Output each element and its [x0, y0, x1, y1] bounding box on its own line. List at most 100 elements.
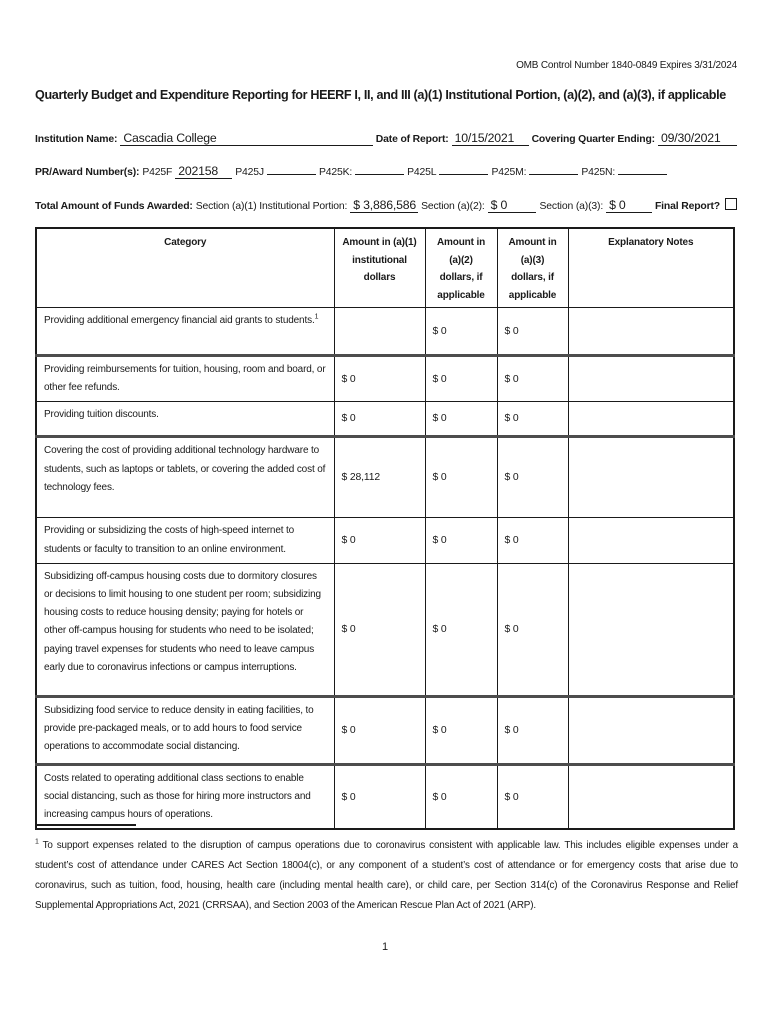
institution-name-field[interactable]: Cascadia College	[120, 131, 373, 146]
table-header-row: Category Amount in (a)(1) institutional …	[35, 227, 735, 308]
amount-a1-cell: $ 28,112	[333, 436, 426, 519]
amount-a1-cell: $ 0	[333, 763, 426, 830]
category-cell: Costs related to operating additional cl…	[35, 763, 335, 830]
header-amount-a1: Amount in (a)(1) institutional dollars	[333, 227, 426, 308]
table-row: Covering the cost of providing additiona…	[35, 436, 735, 519]
section-a2-field[interactable]: $ 0	[487, 198, 537, 213]
award-numbers-label: PR/Award Number(s):	[35, 167, 140, 178]
date-of-report-label: Date of Report:	[375, 134, 449, 145]
amount-a1-cell: $ 0	[333, 695, 426, 766]
footnote-text: To support expenses related to the disru…	[35, 840, 738, 911]
page-title: Quarterly Budget and Expenditure Reporti…	[35, 88, 726, 102]
award-p425k-field[interactable]	[355, 174, 405, 175]
award-p425m-label: P425M:	[491, 167, 527, 178]
page-number: 1	[381, 941, 389, 953]
category-cell: Subsidizing off-campus housing costs due…	[35, 562, 335, 698]
header-amount-a2: Amount in (a)(2) dollars, if applicable	[424, 227, 498, 308]
section-a1-label: Section (a)(1) Institutional Portion:	[195, 201, 348, 212]
table-row: Subsidizing off-campus housing costs due…	[35, 562, 735, 698]
category-cell: Subsidizing food service to reduce densi…	[35, 695, 335, 766]
award-p425m-field[interactable]	[529, 174, 579, 175]
category-text: Covering the cost of providing additiona…	[44, 445, 326, 493]
award-p425n-field[interactable]	[618, 174, 668, 175]
award-p425l-field[interactable]	[439, 174, 489, 175]
amount-a1-cell: $ 0	[333, 562, 426, 698]
header-category: Category	[35, 227, 335, 308]
covering-quarter-label: Covering Quarter Ending:	[531, 134, 656, 145]
notes-cell	[567, 401, 735, 439]
amount-a1-cell	[333, 307, 426, 357]
table-row: Costs related to operating additional cl…	[35, 763, 735, 830]
amount-a1-cell: $ 0	[333, 354, 426, 403]
table-row: Providing tuition discounts. $ 0 $ 0 $ 0	[35, 401, 735, 439]
category-text: Subsidizing off-campus housing costs due…	[44, 570, 321, 673]
category-text: Providing additional emergency financial…	[44, 315, 315, 326]
amount-a3-cell: $ 0	[496, 695, 569, 766]
amount-a3-cell: $ 0	[496, 763, 569, 830]
table-row: Subsidizing food service to reduce densi…	[35, 695, 735, 766]
category-cell: Covering the cost of providing additiona…	[35, 436, 335, 519]
category-cell: Providing tuition discounts.	[35, 401, 335, 439]
institution-name-label: Institution Name:	[35, 134, 118, 145]
category-text: Providing reimbursements for tuition, ho…	[44, 364, 326, 394]
award-p425n-label: P425N:	[581, 167, 616, 178]
category-text: Providing tuition discounts.	[44, 409, 159, 421]
footnote-number: 1	[35, 838, 39, 846]
amount-a3-cell: $ 0	[496, 517, 569, 564]
section-a1-field[interactable]: $ 3,886,586	[350, 198, 419, 213]
amount-a1-cell: $ 0	[333, 517, 426, 564]
amount-a2-cell: $ 0	[424, 763, 498, 830]
category-text: Subsidizing food service to reduce densi…	[44, 704, 314, 753]
award-p425f-field[interactable]: 202158	[175, 164, 233, 179]
notes-cell	[567, 562, 735, 698]
award-p425f-label: P425F	[142, 167, 173, 178]
total-funds-line: Total Amount of Funds Awarded: Section (…	[35, 197, 737, 213]
amount-a3-cell: $ 0	[496, 307, 569, 357]
notes-cell	[567, 436, 735, 519]
section-a2-label: Section (a)(2):	[421, 201, 485, 212]
amount-a3-cell: $ 0	[496, 354, 569, 403]
footnote-separator	[35, 824, 136, 826]
table-row: Providing reimbursements for tuition, ho…	[35, 354, 735, 403]
award-p425j-label: P425J	[235, 167, 264, 178]
award-p425k-label: P425K:	[318, 167, 353, 178]
final-report-label: Final Report?	[654, 201, 720, 212]
amount-a2-cell: $ 0	[424, 695, 498, 766]
amount-a2-cell: $ 0	[424, 436, 498, 519]
amount-a3-cell: $ 0	[496, 436, 569, 519]
amount-a2-cell: $ 0	[424, 517, 498, 564]
amount-a1-cell: $ 0	[333, 401, 426, 439]
total-funds-label: Total Amount of Funds Awarded:	[35, 201, 193, 212]
award-p425j-field[interactable]	[266, 174, 316, 175]
category-cell: Providing additional emergency financial…	[35, 307, 335, 357]
category-text: Costs related to operating additional cl…	[44, 772, 311, 821]
budget-table: Category Amount in (a)(1) institutional …	[35, 227, 735, 831]
award-numbers-line: PR/Award Number(s): P425F 202158 P425J P…	[35, 164, 737, 179]
notes-cell	[567, 517, 735, 564]
omb-control-line: OMB Control Number 1840-0849 Expires 3/3…	[516, 60, 737, 71]
section-a3-label: Section (a)(3):	[539, 201, 604, 212]
amount-a2-cell: $ 0	[424, 401, 498, 439]
footnote: 1 To support expenses related to the dis…	[35, 836, 738, 916]
category-cell: Providing or subsidizing the costs of hi…	[35, 517, 335, 564]
date-of-report-field[interactable]: 10/15/2021	[451, 131, 529, 146]
amount-a2-cell: $ 0	[424, 354, 498, 403]
category-cell: Providing reimbursements for tuition, ho…	[35, 354, 335, 403]
notes-cell	[567, 695, 735, 766]
notes-cell	[567, 307, 735, 357]
final-report-checkbox[interactable]	[725, 198, 737, 210]
footnote-ref: 1	[314, 313, 319, 321]
category-text: Providing or subsidizing the costs of hi…	[44, 525, 295, 555]
covering-quarter-field[interactable]: 09/30/2021	[658, 131, 737, 146]
amount-a3-cell: $ 0	[496, 401, 569, 439]
notes-cell	[567, 763, 735, 830]
institution-line: Institution Name: Cascadia College Date …	[35, 131, 737, 146]
header-amount-a3: Amount in (a)(3) dollars, if applicable	[496, 227, 569, 308]
section-a3-field[interactable]: $ 0	[606, 198, 652, 213]
table-row: Providing additional emergency financial…	[35, 307, 735, 357]
award-p425l-label: P425L	[407, 167, 437, 178]
amount-a3-cell: $ 0	[496, 562, 569, 698]
table-row: Providing or subsidizing the costs of hi…	[35, 517, 735, 564]
amount-a2-cell: $ 0	[424, 307, 498, 357]
